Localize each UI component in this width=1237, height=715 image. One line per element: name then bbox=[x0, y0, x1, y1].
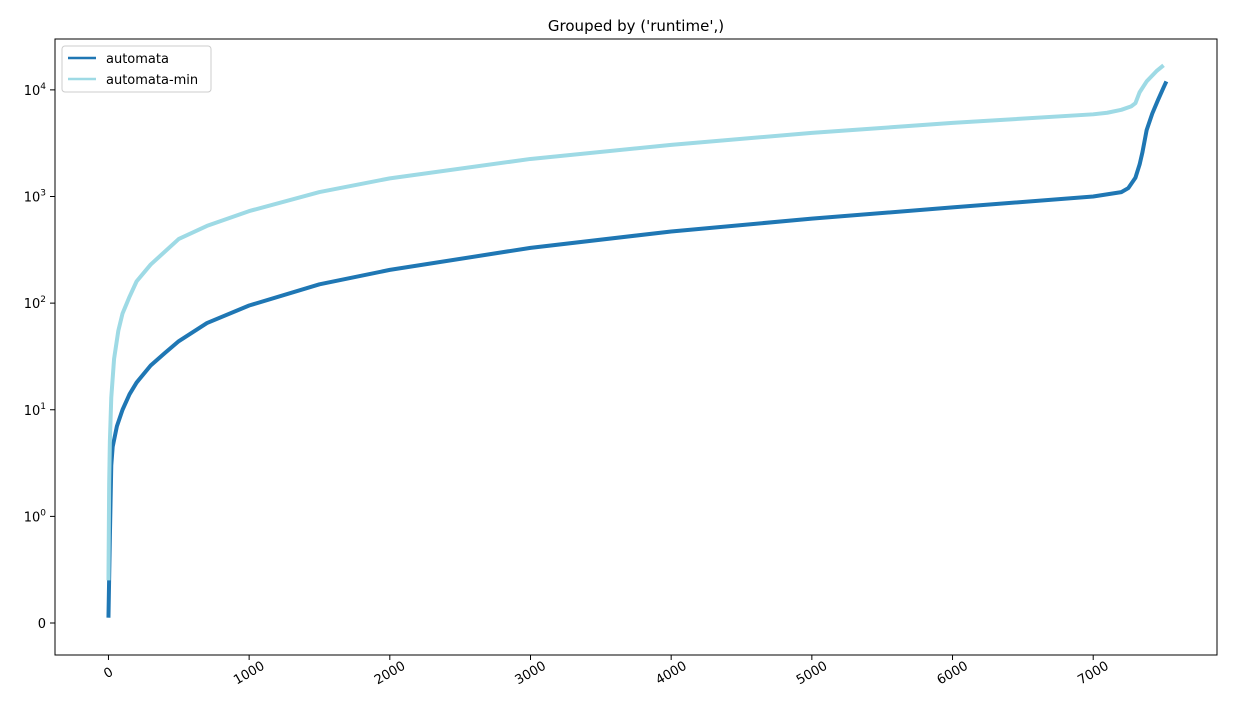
y-tick-base: 10 bbox=[24, 191, 41, 206]
y-tick-base: 10 bbox=[24, 297, 41, 312]
y-tick-label: 102 bbox=[24, 295, 46, 312]
x-tick-label: 2000 bbox=[372, 659, 408, 689]
x-tick-label: 3000 bbox=[513, 659, 549, 689]
y-tick-exponent: 1 bbox=[40, 402, 46, 412]
chart-title: Grouped by ('runtime',) bbox=[548, 17, 724, 35]
y-tick-label: 103 bbox=[24, 189, 46, 206]
y-tick-exponent: 2 bbox=[40, 295, 46, 305]
x-tick-label: 7000 bbox=[1075, 659, 1111, 689]
y-tick-label: 0 bbox=[38, 617, 46, 632]
y-tick-base: 0 bbox=[38, 617, 46, 632]
y-tick-exponent: 4 bbox=[40, 82, 46, 92]
y-tick-base: 10 bbox=[24, 84, 41, 99]
series-layer bbox=[106, 63, 1169, 618]
plot-frame bbox=[54, 38, 1218, 656]
series-line-automata-min bbox=[106, 63, 1165, 581]
legend-label: automata-min bbox=[106, 73, 198, 88]
x-tick-label: 6000 bbox=[935, 659, 971, 689]
legend: automata automata-min bbox=[61, 45, 212, 93]
x-tick-label: 0 bbox=[101, 665, 116, 682]
y-tick-exponent: 0 bbox=[40, 508, 46, 518]
x-tick-label: 4000 bbox=[653, 659, 689, 689]
y-tick-label: 100 bbox=[24, 508, 47, 525]
legend-box bbox=[61, 45, 212, 93]
y-tick-label: 104 bbox=[24, 82, 47, 99]
y-tick-exponent: 3 bbox=[40, 189, 46, 199]
y-tick-label: 101 bbox=[24, 402, 46, 419]
x-axis: 0 1000 2000 3000 4000 5000 6000 7000 bbox=[101, 655, 1112, 689]
x-tick-label: 1000 bbox=[231, 659, 267, 689]
series-line-automata bbox=[106, 80, 1169, 618]
x-tick-label: 5000 bbox=[794, 659, 830, 689]
legend-label: automata bbox=[106, 52, 169, 67]
y-tick-base: 10 bbox=[24, 404, 41, 419]
y-tick-base: 10 bbox=[24, 510, 41, 525]
